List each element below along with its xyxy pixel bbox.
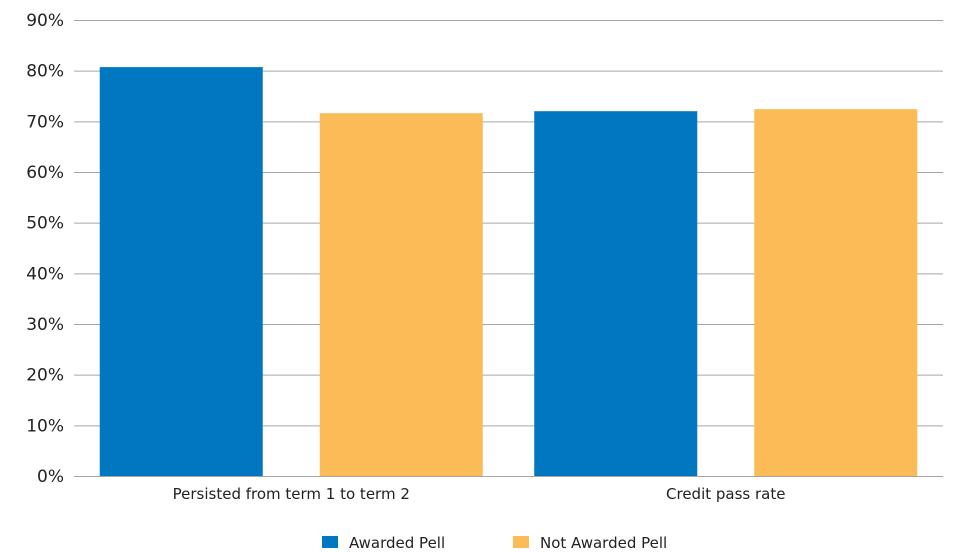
y-tick-label: 50% (26, 214, 64, 234)
x-category-label: Persisted from term 1 to term 2 (173, 485, 410, 503)
y-tick-label: 10% (26, 416, 64, 436)
bar-not-awarded-pell (754, 109, 918, 476)
y-tick-label: 80% (26, 62, 64, 82)
legend-label: Not Awarded Pell (540, 534, 667, 552)
bar-not-awarded-pell (319, 113, 483, 476)
legend-label: Awarded Pell (349, 534, 445, 552)
y-tick-label: 90% (26, 11, 64, 31)
y-tick-label: 60% (26, 163, 64, 183)
x-category-label: Credit pass rate (666, 485, 785, 503)
y-tick-label: 0% (37, 467, 64, 487)
x-axis-category-labels: Persisted from term 1 to term 2 Credit pa… (173, 485, 786, 503)
legend: Awarded Pell Not Awarded Pell (322, 534, 667, 552)
bars (99, 67, 918, 477)
legend-swatch (322, 536, 338, 548)
bar-awarded-pell (99, 67, 263, 477)
y-tick-label: 30% (26, 315, 64, 335)
y-tick-label: 70% (26, 112, 64, 132)
y-tick-label: 40% (26, 264, 64, 284)
legend-swatch (513, 536, 529, 548)
bar-awarded-pell (534, 111, 698, 476)
y-axis-tick-labels: 0% 10% 20% 30% 40% 50% 60% 70% 80% 90% (26, 11, 64, 487)
y-tick-label: 20% (26, 366, 64, 386)
